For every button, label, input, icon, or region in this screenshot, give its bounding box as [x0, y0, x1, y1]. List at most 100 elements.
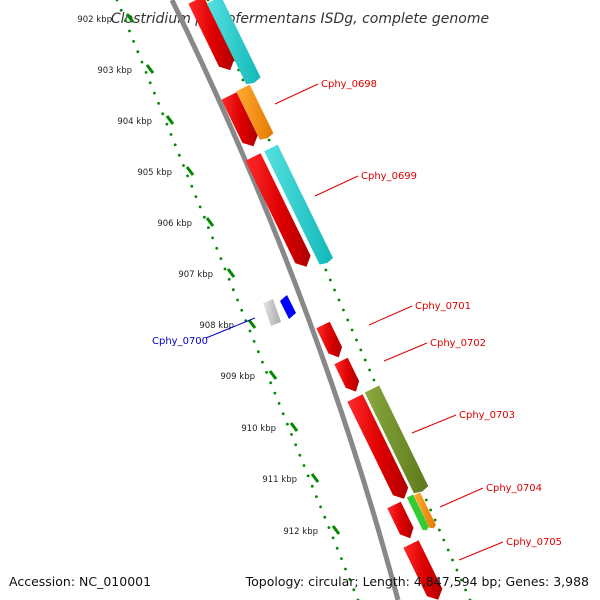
gene-arrow-red — [221, 92, 258, 147]
tick-dot — [194, 195, 198, 199]
tick-dot — [132, 40, 136, 43]
tick-dot — [442, 538, 446, 542]
gene-features — [188, 0, 443, 600]
gene-arrow-olive — [364, 385, 429, 494]
tick-dot — [328, 278, 332, 282]
tick-dot — [198, 205, 202, 209]
tick-dot — [173, 143, 177, 147]
leader-line — [274, 83, 319, 105]
tick-dot — [368, 368, 371, 372]
inner-tick-dots — [115, 0, 360, 600]
tick-dot — [424, 498, 428, 502]
map-title: Clostridium phytofermentans ISDg, comple… — [111, 11, 489, 27]
tick-label: 906 kbp — [157, 219, 192, 229]
tick-dot — [190, 184, 194, 188]
tick-dot — [319, 505, 322, 509]
tick-label: 905 kbp — [137, 168, 172, 178]
tick-dot — [265, 371, 268, 374]
tick-dot — [206, 0, 210, 2]
major-tick — [331, 525, 341, 535]
tick-dot — [363, 358, 367, 362]
gene-label-cphy-0698[interactable]: Cphy_0698 — [321, 79, 377, 90]
major-tick — [268, 370, 278, 380]
tick-dot — [298, 453, 302, 457]
gene-label-cphy-0703[interactable]: Cphy_0703 — [459, 410, 515, 421]
major-tick — [247, 319, 257, 329]
tick-dot — [464, 588, 467, 592]
major-tick — [289, 422, 299, 432]
gene-label-cphy-0701[interactable]: Cphy_0701 — [415, 301, 471, 312]
tick-label: 909 kbp — [220, 372, 255, 382]
tick-dot — [459, 578, 463, 582]
tick-dot — [227, 277, 231, 281]
gene-label-cphy-0705[interactable]: Cphy_0705 — [506, 537, 562, 548]
tick-dot — [346, 318, 350, 322]
gene-arrow-red — [347, 394, 409, 499]
major-tick — [165, 115, 175, 125]
tick-dot — [169, 133, 173, 136]
tick-dot — [161, 112, 165, 116]
tick-dot — [333, 288, 336, 292]
gene-arrow-cyan — [206, 0, 261, 85]
tick-dot — [433, 518, 437, 522]
leader-line — [458, 541, 504, 561]
tick-dot — [438, 528, 441, 532]
tick-dot — [240, 308, 244, 312]
tick-dot — [352, 588, 356, 592]
tick-dot — [148, 81, 152, 85]
tick-label: 903 kbp — [97, 66, 132, 76]
tick-dot — [186, 174, 190, 178]
backbone-arc — [169, 0, 401, 600]
tick-dot — [140, 60, 144, 64]
gene-arrow-blue — [280, 295, 296, 319]
tick-dot — [286, 422, 289, 426]
gene-label-cphy-0704[interactable]: Cphy_0704 — [486, 483, 542, 494]
tick-dot — [119, 8, 123, 12]
tick-dot — [211, 236, 215, 240]
tick-dot — [355, 338, 358, 342]
tick-dot — [261, 360, 264, 364]
gene-arrow-red — [188, 0, 235, 71]
tick-dot — [451, 558, 454, 562]
gene-arrow-orange — [413, 492, 436, 529]
leader-line — [314, 175, 359, 197]
tick-label: 902 kbp — [77, 15, 112, 25]
tick-dot — [323, 515, 327, 519]
genome-stats-text: Topology: circular; Length: 4,847,594 bp… — [245, 574, 589, 589]
gene-label-cphy-0699[interactable]: Cphy_0699 — [361, 171, 417, 182]
tick-dot — [153, 91, 156, 95]
tick-dot — [219, 257, 223, 260]
leader-line — [383, 342, 428, 362]
gene-arrow-red — [387, 501, 414, 539]
accession-text: Accession: NC_010001 — [9, 574, 152, 589]
tick-dot — [429, 508, 433, 512]
gene-label-cphy-0700[interactable]: Cphy_0700 — [152, 336, 208, 347]
gene-arrow-lime — [406, 494, 429, 531]
tick-dot — [306, 474, 310, 478]
tick-dot — [252, 340, 256, 343]
major-tick — [205, 217, 215, 227]
gene-arrow-red — [245, 153, 311, 267]
tick-dot — [182, 164, 185, 167]
tick-dot — [223, 267, 227, 271]
gene-arrow-grey — [263, 299, 281, 326]
gene-arrow-red — [316, 321, 342, 358]
tick-dot — [290, 433, 293, 436]
backbone — [169, 0, 401, 600]
tick-label: 908 kbp — [199, 321, 234, 331]
tick-dot — [267, 138, 271, 142]
major-tick — [310, 473, 320, 483]
tick-scale: 902 kbp 903 kbp 904 kbp 905 kbp 906 kbp 907 k… — [77, 0, 472, 600]
tick-dot — [342, 308, 345, 312]
tick-dot — [277, 402, 281, 405]
gene-labels: Cphy_0698 Cphy_0699 Cphy_0700 Cphy_0701 Cphy… — [152, 79, 562, 561]
tick-dot — [123, 19, 127, 23]
tick-dot — [128, 29, 131, 33]
tick-label: 904 kbp — [117, 117, 152, 127]
tick-dot — [202, 215, 206, 219]
tick-dot — [337, 298, 341, 302]
tick-dot — [215, 246, 219, 250]
gene-label-cphy-0702[interactable]: Cphy_0702 — [430, 338, 486, 349]
leader-line — [439, 487, 484, 508]
leader-line — [368, 305, 413, 326]
